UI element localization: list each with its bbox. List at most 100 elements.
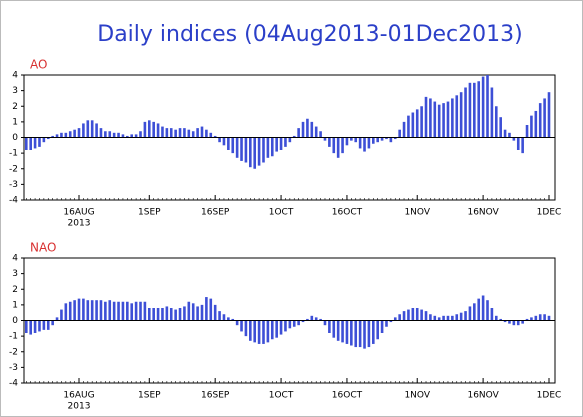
bar (108, 300, 112, 321)
bar (328, 137, 331, 147)
bar (473, 82, 476, 138)
bar (310, 315, 314, 321)
bar (51, 320, 54, 326)
bar (82, 298, 85, 321)
bar (235, 137, 239, 158)
y-tick-label: 1 (12, 300, 18, 310)
bar (455, 314, 459, 321)
bar (323, 320, 327, 326)
bar (543, 314, 546, 321)
bar (134, 301, 138, 321)
bar (429, 98, 432, 138)
bar (459, 312, 463, 321)
bar (152, 121, 155, 138)
bar (231, 318, 235, 321)
bar (86, 120, 90, 138)
bar (446, 315, 450, 321)
y-tick-label: -1 (9, 332, 18, 342)
x-tick-label: 16SEP (201, 208, 230, 218)
bar (33, 320, 37, 333)
bar (227, 317, 230, 321)
bar (42, 137, 46, 143)
bar (213, 304, 217, 321)
bar (372, 137, 375, 144)
bar (121, 301, 125, 321)
bar (367, 137, 371, 149)
bar (161, 126, 164, 138)
bar (354, 320, 358, 348)
bar (336, 137, 340, 158)
bar (415, 308, 419, 321)
bar (227, 137, 230, 150)
bar (341, 137, 344, 154)
bar (130, 303, 134, 321)
y-tick-label: 3 (12, 86, 18, 96)
bar (336, 320, 340, 341)
year-label: 2013 (68, 219, 91, 229)
x-tick-label: 1SEP (138, 208, 161, 218)
bar (341, 320, 344, 343)
bar (372, 320, 375, 344)
bar (161, 308, 164, 321)
bar (183, 306, 186, 321)
bar (314, 126, 318, 138)
bar (473, 303, 476, 321)
y-tick-label: -4 (9, 379, 18, 389)
panel-title: AO (30, 58, 47, 72)
bar (363, 137, 366, 152)
bar (126, 135, 129, 138)
bar (442, 103, 445, 138)
bar (547, 315, 551, 321)
bar (104, 131, 107, 138)
bar (86, 300, 90, 321)
bar (490, 87, 494, 138)
bar (68, 131, 72, 138)
bar (90, 300, 94, 321)
panel-title: NAO (30, 241, 56, 255)
bar (459, 92, 463, 138)
bar (222, 314, 226, 321)
bar (380, 137, 384, 141)
bar (240, 320, 243, 332)
bar (121, 134, 125, 138)
bar (209, 298, 213, 321)
bar (270, 137, 274, 157)
bar (345, 320, 349, 344)
y-tick-label: -2 (9, 164, 18, 174)
bar (187, 301, 191, 321)
bar (147, 120, 151, 138)
bar (209, 132, 213, 138)
bar (191, 303, 195, 321)
bar (455, 95, 459, 138)
bar (525, 125, 529, 138)
bar (442, 315, 445, 321)
bar (213, 135, 217, 138)
bar (64, 132, 68, 138)
bar (468, 306, 472, 321)
bar (508, 320, 511, 324)
bar (292, 135, 296, 138)
bar (543, 98, 546, 138)
bar (266, 320, 270, 343)
bar (411, 112, 415, 138)
bar (108, 131, 112, 138)
bar (90, 120, 94, 138)
bar (376, 137, 379, 143)
bar (429, 314, 432, 321)
bar (306, 318, 309, 321)
bar (235, 320, 239, 326)
bar (279, 137, 283, 150)
bar (275, 320, 278, 338)
bar (139, 301, 142, 321)
bar (451, 315, 454, 321)
bar (516, 137, 520, 150)
bar (112, 132, 116, 138)
x-tick-label: 1SEP (138, 391, 161, 401)
bar (358, 320, 362, 348)
bar (156, 308, 160, 321)
bar (38, 320, 41, 332)
bar (319, 318, 322, 321)
bar (310, 121, 314, 138)
bar (112, 301, 116, 321)
year-label: 2013 (68, 402, 91, 412)
